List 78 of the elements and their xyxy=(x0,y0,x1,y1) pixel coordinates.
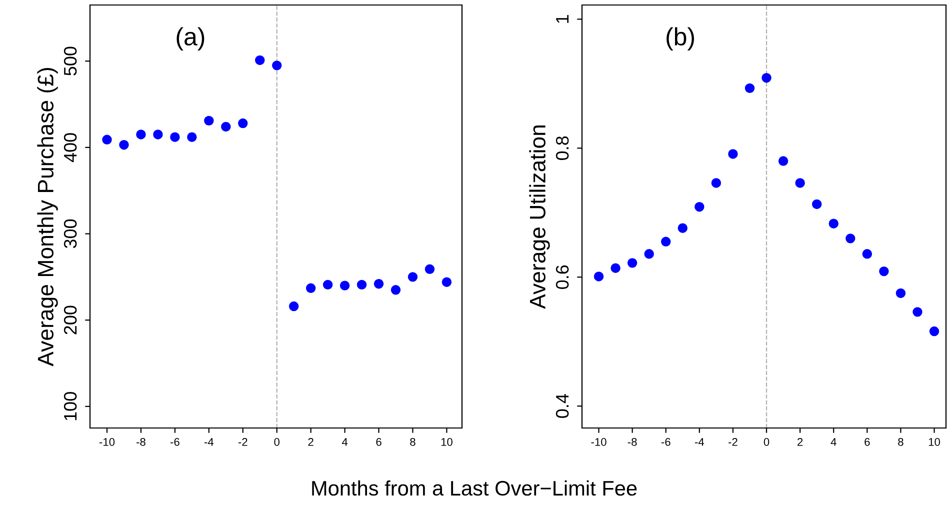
x-tick-label: -8 xyxy=(136,438,146,446)
y-tick-label: 0.4 xyxy=(556,394,569,418)
point xyxy=(896,288,906,298)
point xyxy=(221,122,231,132)
y-tick-label: 500 xyxy=(64,46,77,76)
x-tick-label: -6 xyxy=(661,438,670,446)
point xyxy=(255,55,265,66)
point xyxy=(929,326,940,336)
x-tick-label: -6 xyxy=(170,438,180,446)
point xyxy=(408,272,418,282)
x-tick-label: 2 xyxy=(798,438,803,446)
y-tick-label: 100 xyxy=(64,392,77,420)
x-tick-label: 4 xyxy=(342,438,348,446)
x-tick-label: 8 xyxy=(410,438,416,446)
x-tick-label: 10 xyxy=(928,438,940,446)
x-tick-label: 2 xyxy=(308,438,314,446)
point xyxy=(442,277,452,287)
x-tick-label: 4 xyxy=(830,438,836,446)
x-tick-label: -2 xyxy=(728,438,738,446)
x-tick-label: -10 xyxy=(99,438,115,446)
point xyxy=(644,249,654,259)
point xyxy=(272,60,282,70)
point xyxy=(862,249,872,259)
x-tick-label: 8 xyxy=(898,438,904,446)
point xyxy=(322,280,333,290)
point xyxy=(136,130,146,140)
x-tick-label: -8 xyxy=(628,438,637,446)
x-tick-label: 0 xyxy=(274,438,280,446)
point xyxy=(204,116,214,126)
y-tick-label: 200 xyxy=(64,306,77,334)
point xyxy=(374,278,384,289)
point xyxy=(610,263,620,273)
point xyxy=(238,118,248,128)
annotation: (b) xyxy=(666,27,694,50)
point xyxy=(812,199,822,210)
y-tick-label: 300 xyxy=(64,219,77,248)
x-tick-label: -2 xyxy=(238,438,248,446)
x-tick-label: 0 xyxy=(764,438,770,446)
point xyxy=(187,132,197,142)
point xyxy=(879,266,889,276)
y-axis-title: Average Monthly Purchase (£) xyxy=(37,68,58,366)
point xyxy=(661,236,671,247)
x-tick-label: -4 xyxy=(694,438,704,446)
annotation: (a) xyxy=(176,27,204,50)
y-tick-label: 1 xyxy=(556,15,569,23)
x-tick-label: -10 xyxy=(591,438,606,446)
point xyxy=(390,285,401,295)
x-tick-label: -4 xyxy=(204,438,214,446)
x-axis-title: Months from a Last Over−Limit Fee xyxy=(312,480,637,496)
point xyxy=(912,307,922,317)
point xyxy=(694,202,704,212)
y-tick-label: 0.8 xyxy=(556,136,569,160)
point xyxy=(678,223,688,233)
y-tick-label: 0.6 xyxy=(556,265,569,289)
y-tick-label: 400 xyxy=(64,133,77,162)
point xyxy=(594,272,604,282)
x-tick-label: 6 xyxy=(376,438,382,446)
point xyxy=(340,280,350,290)
point xyxy=(711,178,722,188)
point xyxy=(828,218,838,228)
point xyxy=(627,258,638,268)
point xyxy=(795,178,805,188)
point xyxy=(744,83,755,94)
x-tick-label: 6 xyxy=(864,438,870,446)
point xyxy=(288,301,299,312)
point xyxy=(356,280,367,290)
point xyxy=(119,140,129,150)
point xyxy=(728,149,738,159)
point xyxy=(846,234,856,244)
point xyxy=(102,134,112,145)
y-axis-title: Average Utilization xyxy=(529,125,550,309)
point xyxy=(778,156,788,166)
point xyxy=(306,283,316,294)
point xyxy=(762,73,772,83)
point xyxy=(424,264,435,274)
x-tick-label: 10 xyxy=(441,438,452,446)
point xyxy=(170,132,180,142)
point xyxy=(153,130,163,140)
